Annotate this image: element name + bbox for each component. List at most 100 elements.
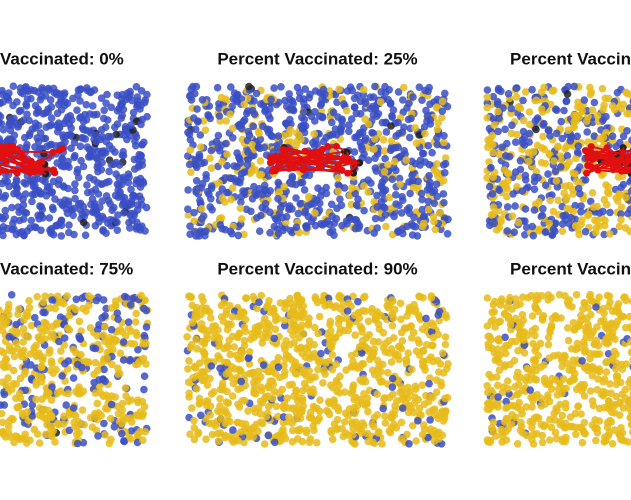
person-dot	[140, 304, 148, 313]
person-dot	[418, 96, 426, 104]
person-dot	[304, 342, 313, 351]
person-dot	[432, 103, 441, 111]
person-dot	[562, 182, 570, 190]
person-dot	[289, 99, 298, 108]
person-dot	[372, 112, 381, 120]
person-dot	[132, 328, 140, 337]
person-dot	[617, 203, 626, 212]
person-dot	[258, 203, 267, 212]
person-dot	[94, 190, 103, 198]
infected-dot	[270, 165, 278, 173]
panel-title: Percent Vaccin	[510, 49, 631, 68]
person-dot	[614, 197, 622, 205]
person-dot	[360, 182, 368, 190]
person-dot	[112, 336, 121, 345]
person-dot	[387, 137, 396, 145]
infection-link	[288, 153, 314, 167]
person-dot	[1, 191, 10, 200]
person-dot	[370, 229, 379, 237]
person-dot	[51, 438, 59, 446]
person-dot	[425, 171, 433, 180]
person-dot	[337, 201, 346, 210]
person-dot	[508, 121, 516, 130]
person-dot	[560, 189, 568, 197]
person-dot	[31, 119, 40, 128]
person-dot	[80, 420, 88, 429]
person-dot	[596, 134, 604, 143]
person-dot	[187, 96, 196, 104]
person-dot	[280, 182, 289, 191]
person-dot	[524, 148, 533, 157]
person-dot	[353, 91, 362, 100]
infection-link	[273, 168, 343, 172]
person-dot	[47, 114, 56, 122]
person-dot	[233, 418, 242, 427]
person-dot	[5, 121, 13, 129]
person-dot	[260, 143, 269, 152]
person-dot	[55, 337, 63, 346]
person-dot	[9, 82, 18, 90]
person-dot	[282, 102, 291, 111]
person-dot	[275, 188, 284, 196]
person-dot	[558, 227, 567, 235]
person-dot	[316, 396, 324, 405]
person-dot	[116, 349, 125, 358]
person-dot	[525, 108, 534, 116]
person-dot	[64, 157, 72, 166]
person-dot	[186, 222, 194, 230]
person-dot	[47, 333, 55, 341]
person-dot	[24, 333, 33, 341]
person-dot	[288, 174, 297, 182]
person-dot	[64, 200, 73, 209]
person-dot	[513, 183, 521, 191]
person-dot	[304, 319, 313, 327]
person-dot	[133, 360, 142, 368]
person-dot	[386, 428, 395, 437]
person-dot	[0, 112, 5, 121]
person-dot	[292, 180, 300, 189]
person-dot	[97, 94, 106, 102]
person-dot	[575, 113, 583, 121]
person-dot	[341, 418, 349, 426]
person-dot	[92, 137, 101, 146]
person-dot	[67, 144, 75, 152]
person-dot	[138, 222, 146, 230]
person-dot	[87, 188, 96, 196]
person-dot	[140, 331, 149, 340]
person-dot	[441, 311, 450, 319]
person-dot	[118, 111, 126, 120]
person-dot	[101, 322, 109, 331]
person-dot	[373, 191, 381, 200]
person-dot	[525, 157, 533, 166]
person-dot	[424, 205, 433, 214]
person-dot	[58, 154, 66, 163]
person-dot	[382, 222, 390, 231]
person-dot	[274, 229, 283, 238]
person-dot	[405, 204, 414, 212]
person-dot	[329, 108, 338, 117]
person-dot	[137, 151, 145, 160]
person-dot	[190, 424, 199, 432]
person-dot	[19, 89, 27, 98]
person-dot	[361, 401, 369, 409]
person-dot	[604, 183, 613, 191]
person-dot	[351, 331, 360, 339]
person-dot	[440, 132, 448, 140]
person-dot	[192, 188, 200, 196]
person-dot	[199, 117, 208, 125]
person-dot	[103, 354, 111, 363]
person-dot	[514, 218, 523, 227]
person-dot	[33, 292, 41, 301]
person-dot	[503, 185, 511, 193]
person-dot	[356, 138, 365, 147]
person-dot	[78, 363, 86, 372]
person-dot	[9, 366, 18, 375]
person-dot	[529, 231, 538, 240]
person-dot	[259, 361, 268, 369]
person-dot	[133, 93, 142, 101]
person-dot	[440, 138, 448, 147]
person-dot	[322, 189, 331, 198]
person-dot	[109, 160, 118, 169]
person-dot	[41, 134, 50, 143]
person-dot	[519, 127, 528, 136]
